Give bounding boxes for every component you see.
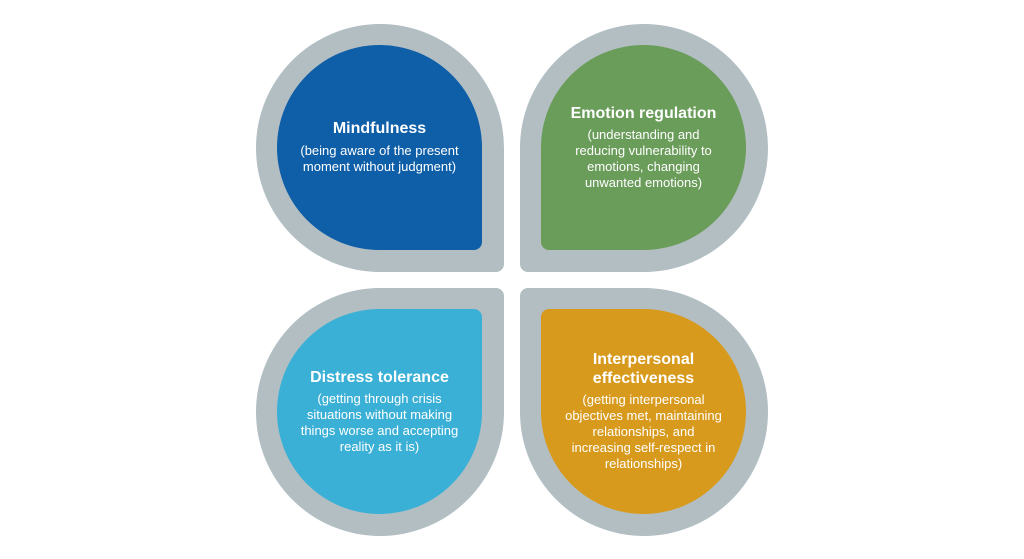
petal-inner-distress-tolerance: Distress tolerance (getting through cris… (277, 309, 482, 514)
petal-title: Mindfulness (333, 120, 426, 138)
petal-outer-tl: Mindfulness (being aware of the present … (256, 24, 504, 272)
petal-desc: (being aware of the present moment witho… (299, 143, 460, 175)
petal-outer-bl: Distress tolerance (getting through cris… (256, 288, 504, 536)
petal-inner-emotion-regulation: Emotion regulation (understanding and re… (541, 45, 746, 250)
petal-inner-interpersonal-effectiveness: Interpersonal effectiveness (getting int… (541, 309, 746, 514)
petal-desc: (getting through crisis situations witho… (299, 391, 460, 454)
dbt-skills-diagram: Mindfulness (being aware of the present … (0, 0, 1024, 559)
petal-inner-mindfulness: Mindfulness (being aware of the present … (277, 45, 482, 250)
petal-desc: (getting interpersonal objectives met, m… (563, 392, 724, 471)
petal-title: Distress tolerance (310, 369, 449, 387)
petal-title: Emotion regulation (571, 105, 717, 123)
petal-title: Interpersonal effectiveness (563, 351, 724, 388)
petal-outer-tr: Emotion regulation (understanding and re… (520, 24, 768, 272)
petal-outer-br: Interpersonal effectiveness (getting int… (520, 288, 768, 536)
petal-desc: (understanding and reducing vulnerabilit… (563, 127, 724, 190)
